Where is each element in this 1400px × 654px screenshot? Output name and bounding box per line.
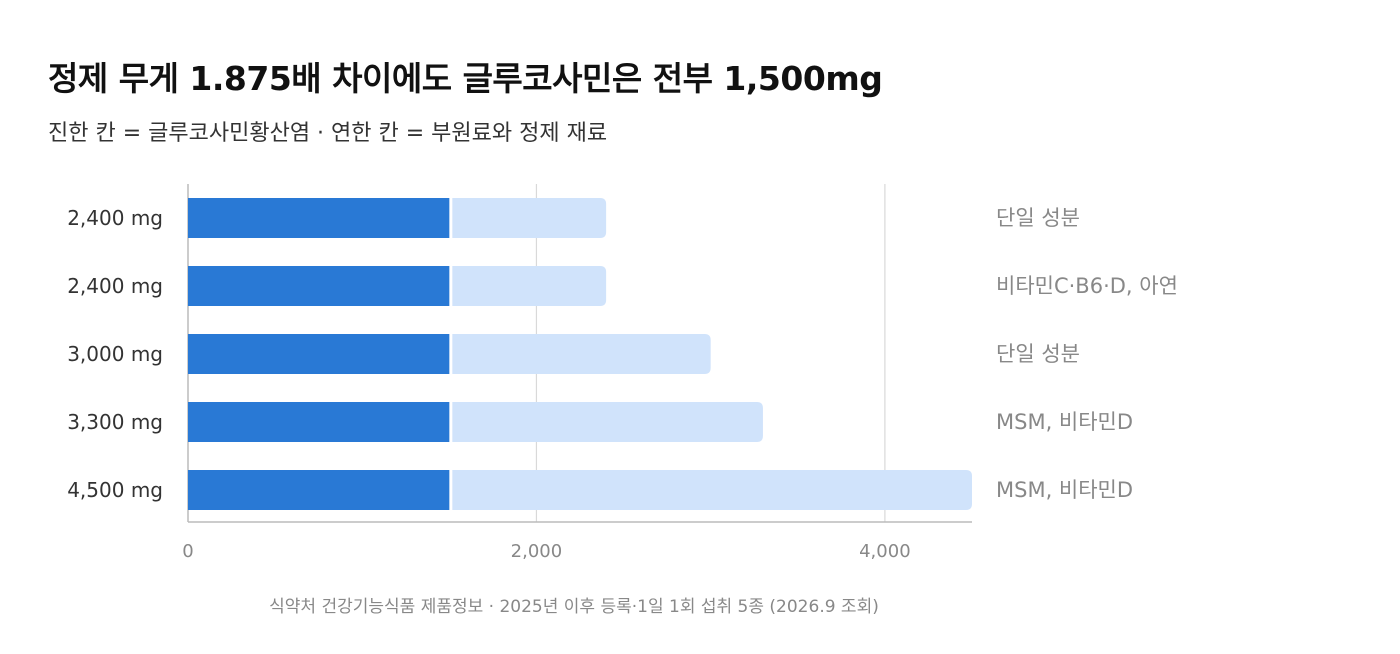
- y-category-label: 2,400 mg: [67, 206, 163, 230]
- y-category-label: 3,300 mg: [67, 410, 163, 434]
- bar-annotation: 단일 성분: [996, 342, 1080, 366]
- bar-other-ingredients: [452, 334, 711, 374]
- x-tick-label: 0: [182, 541, 193, 562]
- chart-subtitle: 진한 칸 = 글루코사민황산염 · 연한 칸 = 부원료와 정제 재료: [48, 121, 608, 146]
- bar-glucosamine: [188, 402, 450, 442]
- bar-other-ingredients: [452, 198, 607, 238]
- chart-title: 정제 무게 1.875배 차이에도 글루코사민은 전부 1,500mg: [48, 59, 883, 98]
- bar-glucosamine: [188, 470, 450, 510]
- x-tick-label: 2,000: [511, 541, 563, 562]
- bar-other-ingredients: [452, 470, 972, 510]
- source-footnote: 식약처 건강기능식품 제품정보 · 2025년 이후 등록·1일 1회 섭취 5…: [269, 597, 879, 617]
- bar-other-ingredients: [452, 402, 763, 442]
- y-category-label: 3,000 mg: [67, 342, 163, 366]
- bar-annotation: MSM, 비타민D: [996, 410, 1133, 434]
- bar-glucosamine: [188, 266, 450, 306]
- bar-annotation: 비타민C·B6·D, 아연: [996, 274, 1178, 298]
- bar-annotation: MSM, 비타민D: [996, 478, 1133, 502]
- bar-annotation: 단일 성분: [996, 206, 1080, 230]
- bar-glucosamine: [188, 334, 450, 374]
- y-category-label: 2,400 mg: [67, 274, 163, 298]
- y-category-label: 4,500 mg: [67, 478, 163, 502]
- bar-glucosamine: [188, 198, 450, 238]
- bar-other-ingredients: [452, 266, 607, 306]
- x-tick-label: 4,000: [859, 541, 911, 562]
